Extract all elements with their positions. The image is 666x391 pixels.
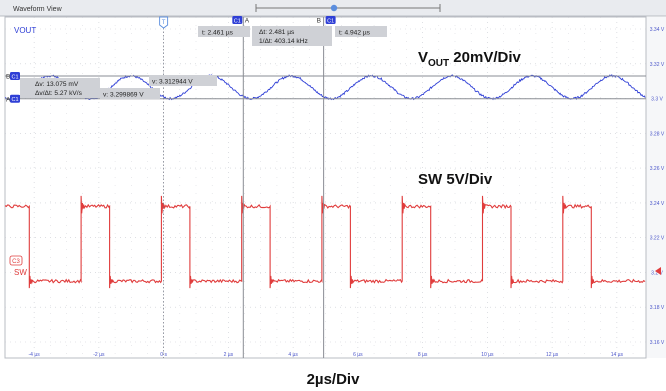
cursor-b-left-letter: B — [6, 74, 10, 81]
cursor-a-top-badge-box[interactable] — [232, 16, 243, 24]
timebase-annotation: 2µs/Div — [307, 371, 360, 388]
readout-box — [198, 26, 250, 37]
cursor-delta-time-readout: Δt: 2.481 µs 1/Δt: 403.14 kHz — [252, 26, 332, 46]
x-tick-label: 6 µs — [353, 352, 363, 358]
timeline-overview-bar[interactable] — [255, 4, 441, 12]
y-tick-label: 3.2 V — [651, 270, 663, 276]
y-tick-labels: 3.16 V 3.18 V 3.2 V 3.22 V 3.24 V 3.26 V 3.28 … — [650, 27, 665, 346]
y-tick-label: 3.32 V — [650, 62, 665, 68]
readout-box — [149, 75, 217, 86]
cursor-delta-voltage-readout: Δv: 13.075 mV Δv/Δt: 5.27 kV/s — [20, 78, 100, 98]
trigger-marker-shape[interactable] — [159, 16, 169, 29]
sw-channel-label: SW — [14, 268, 27, 277]
cursor-a-left-letter: A — [6, 96, 11, 103]
y-tick-label: 3.22 V — [650, 236, 665, 242]
trigger-marker[interactable]: T — [159, 16, 169, 358]
readout-box — [335, 26, 387, 37]
readout-text: v: 3.299869 V — [103, 92, 144, 99]
x-tick-label: -4 µs — [29, 352, 41, 358]
x-tick-label: 2 µs — [224, 352, 234, 358]
vout-scale-subscript: OUT — [428, 58, 449, 69]
y-tick-label: 3.34 V — [650, 27, 665, 33]
readout-text: v: 3.312944 V — [152, 79, 193, 86]
window-title: Waveform View — [13, 6, 63, 13]
overview-trigger-marker[interactable] — [330, 4, 338, 12]
x-tick-label: 8 µs — [418, 352, 428, 358]
x-tick-label: -2 µs — [93, 352, 105, 358]
readout-text: Δv/Δt: 5.27 kV/s — [35, 90, 83, 97]
readout-box — [100, 88, 160, 99]
readout-text: Δv: 13.075 mV — [35, 81, 79, 88]
sw-scale-annotation: SW 5V/Div — [418, 171, 493, 188]
cursor-b-left-badge-box[interactable] — [10, 72, 20, 81]
x-tick-labels: -4 µs -2 µs 0 s 2 µs 4 µs 6 µs 8 µs 10 µs 12 µs 1… — [29, 352, 624, 358]
cursor-b-time-readout: t: 4.942 µs — [335, 26, 387, 37]
readout-box — [20, 78, 100, 98]
cursor-b-voltage-readout: v: 3.312944 V — [149, 75, 217, 86]
readout-text: t: 2.461 µs — [202, 30, 234, 37]
cursor-b-top-badge-label: C1 — [327, 18, 334, 24]
vout-scale-annotation: VOUT 20mV/Div — [418, 49, 521, 69]
plot-area — [5, 17, 646, 358]
plot-grid — [5, 17, 646, 358]
vout-scale-v: V — [418, 49, 428, 66]
y-tick-label: 3.28 V — [650, 131, 665, 137]
y-tick-label: 3.18 V — [650, 305, 665, 311]
y-tick-label: 3.3 V — [651, 97, 663, 103]
badge-label: C3 — [12, 259, 20, 265]
x-tick-label: 14 µs — [611, 352, 624, 358]
readout-text: Δt: 2.481 µs — [259, 29, 295, 36]
readout-box — [252, 26, 332, 46]
cursor-a-left-badge-label: C1 — [11, 97, 18, 103]
sw-level-marker[interactable] — [655, 267, 661, 275]
sw-channel-badge[interactable]: C3 — [9, 255, 23, 266]
y-tick-label: 3.26 V — [650, 166, 665, 172]
cursor-b-top-letter: B — [317, 18, 321, 25]
cursor-a-left-badge-box[interactable] — [10, 94, 20, 103]
badge-box — [9, 255, 23, 266]
y-tick-label: 3.16 V — [650, 340, 665, 346]
cursor-a-top-letter: A — [245, 18, 250, 25]
cursor-b-top-badge-box[interactable] — [325, 16, 336, 24]
readout-text: t: 4.942 µs — [339, 30, 371, 37]
level-arrow — [655, 267, 661, 275]
x-tick-label: 10 µs — [481, 352, 494, 358]
cursor-a-top-badge-label: C1 — [234, 18, 241, 24]
readout-text: 1/Δt: 403.14 kHz — [259, 38, 308, 45]
cursor-a-time-readout: t: 2.461 µs — [198, 26, 250, 37]
x-tick-label: 4 µs — [288, 352, 298, 358]
trigger-marker-letter: T — [162, 20, 166, 26]
y-tick-label: 3.24 V — [650, 201, 665, 207]
cursor-b-left-badge-label: C1 — [11, 74, 18, 80]
x-tick-label: 0 s — [160, 352, 167, 358]
vout-scale-value: 20mV/Div — [449, 49, 521, 66]
vout-channel-label: VOUT — [14, 26, 36, 35]
x-tick-label: 12 µs — [546, 352, 559, 358]
cursor-a-voltage-readout: v: 3.299869 V — [100, 88, 160, 99]
